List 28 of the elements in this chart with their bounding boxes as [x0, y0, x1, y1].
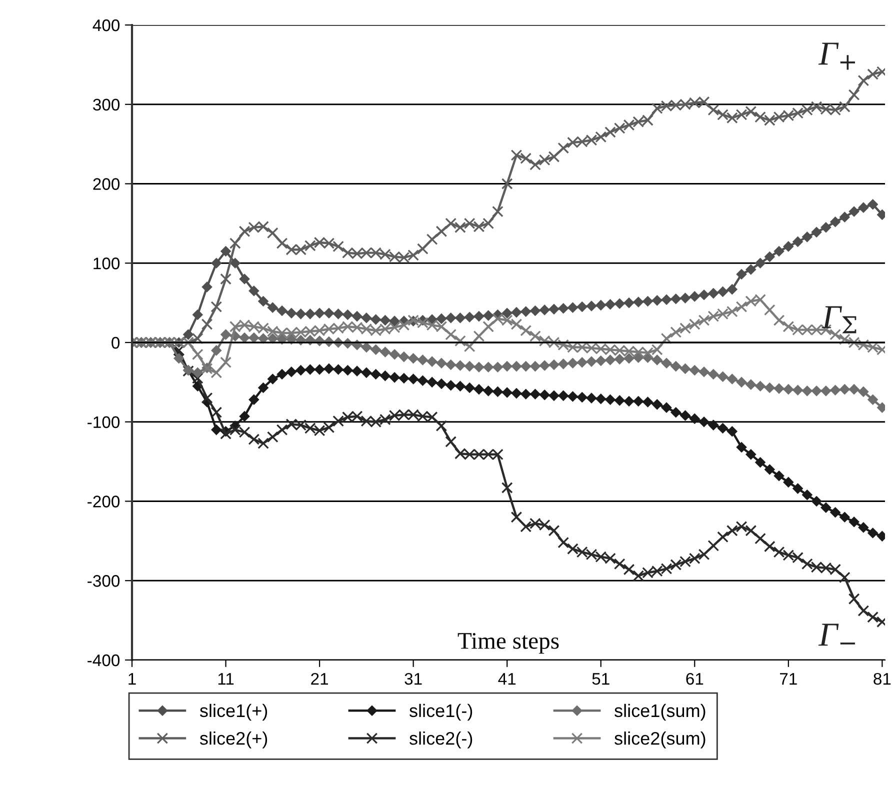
x-tick-label: 21 — [311, 672, 328, 685]
legend-label: slice2(sum) — [614, 732, 706, 748]
legend-label: slice1(+) — [200, 704, 268, 721]
legend-label: slice1(sum) — [614, 704, 706, 721]
x-tick-label: 31 — [404, 672, 422, 685]
y-tick-label: 100 — [94, 258, 120, 270]
legend-label: slice2(+) — [200, 732, 268, 748]
y-tick-label: 0 — [112, 336, 120, 349]
x-tick-label: 61 — [686, 672, 704, 685]
y-tick-label: 200 — [93, 178, 120, 190]
annotation: Γ$_{+}$ — [818, 42, 855, 70]
x-tick-label: 51 — [592, 673, 610, 685]
y-tick-label: 300 — [93, 98, 120, 111]
y-tick-label: -100 — [88, 416, 120, 428]
legend-label: slice1(-) — [410, 704, 472, 721]
x-tick-label: 1 — [128, 673, 136, 685]
x-tick-label: 41 — [498, 673, 516, 685]
x-tick-label: 81 — [874, 672, 891, 685]
x-tick-label: 71 — [780, 673, 797, 685]
legend-label: slice2(-) — [410, 732, 472, 748]
y-tick-label: -300 — [88, 575, 120, 587]
annotation: Γ$_{−}$ — [818, 624, 855, 646]
x-tick-label: 11 — [218, 673, 234, 685]
x-axis-title: Time steps — [458, 632, 559, 654]
y-tick-label: 400 — [92, 19, 120, 32]
y-tick-label: -400 — [88, 654, 120, 666]
annotation: Γ$_{Σ}$ — [822, 306, 856, 334]
y-tick-label: -200 — [88, 496, 120, 508]
